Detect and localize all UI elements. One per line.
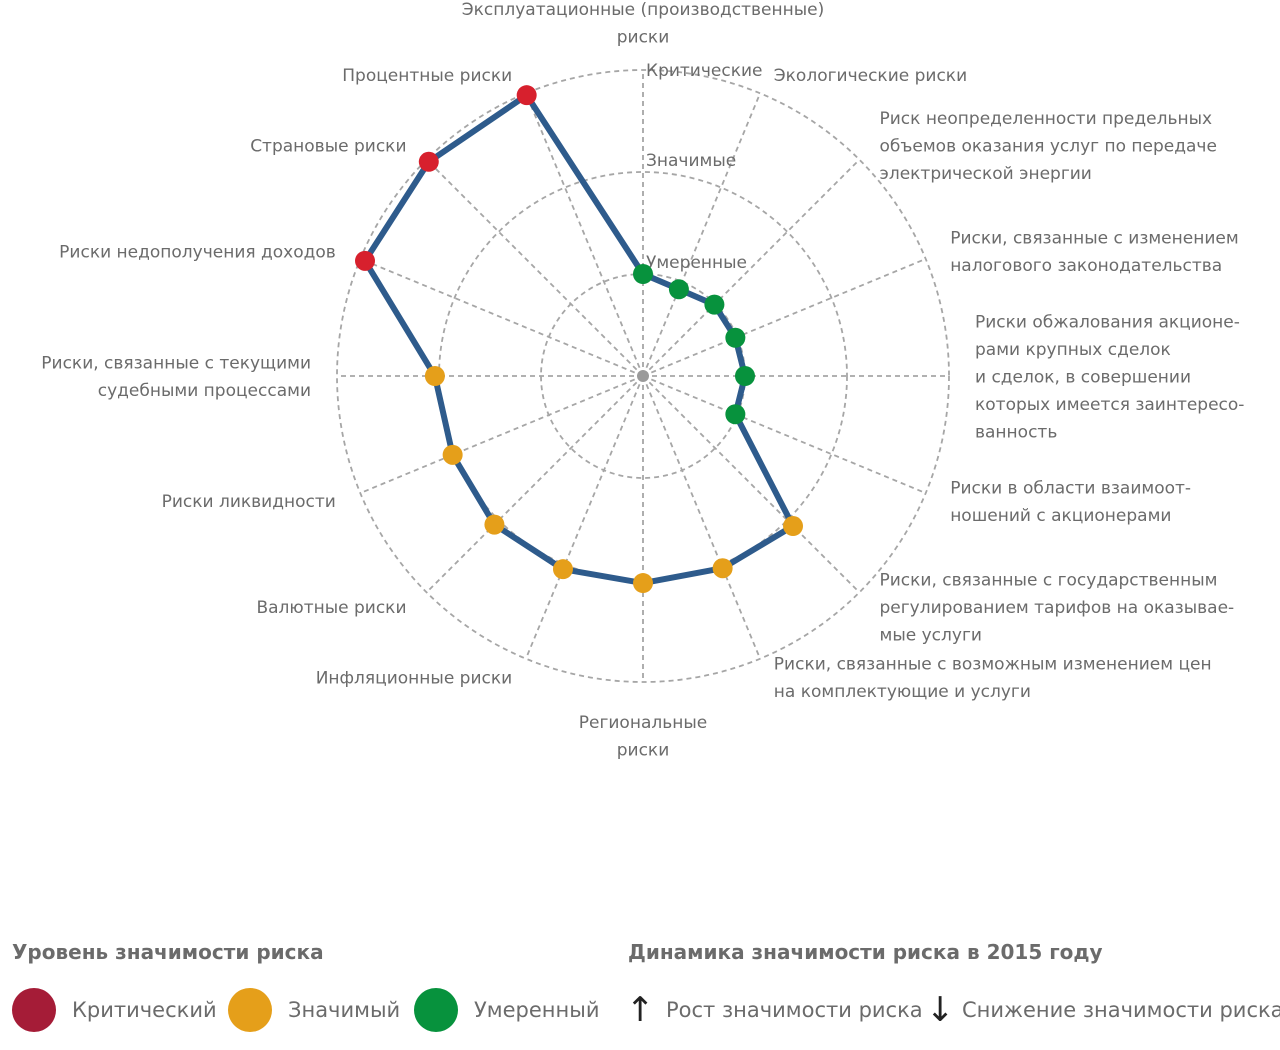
axis-label: регулированием тарифов на оказывае- bbox=[880, 598, 1235, 618]
axis-label: ношений с акционерами bbox=[950, 506, 1171, 526]
axis-label: Риски ликвидности bbox=[162, 492, 336, 512]
risk-point bbox=[355, 250, 376, 271]
grid-spoke bbox=[425, 158, 644, 377]
grid-ring bbox=[336, 69, 950, 683]
grid-spoke bbox=[359, 258, 644, 377]
axis-label: Инфляционные риски bbox=[316, 668, 513, 688]
legend-item-critical: Критический bbox=[12, 988, 217, 1032]
axis-label: налогового законодательства bbox=[950, 256, 1222, 276]
axis-label: Риски недополучения доходов bbox=[59, 243, 336, 263]
risk-point bbox=[712, 558, 733, 579]
legend-item-significant: Значимый bbox=[228, 988, 400, 1032]
legend-label-growth: Рост значимости риска bbox=[666, 998, 923, 1022]
axis-label: Процентные риски bbox=[342, 66, 512, 86]
risk-point bbox=[633, 264, 653, 284]
risk-point bbox=[668, 279, 689, 300]
axis-label: Риски, связанные с изменением bbox=[950, 229, 1238, 249]
axis-label: рами крупных сделок bbox=[975, 340, 1171, 360]
axis-label: Региональные bbox=[579, 713, 708, 733]
ring-label: Умеренные bbox=[646, 253, 747, 273]
axis-label: электрической энергии bbox=[880, 164, 1092, 184]
ring-label: Критические bbox=[646, 61, 763, 81]
axis-label: Риски, связанные с текущими bbox=[41, 354, 311, 374]
grid-spoke bbox=[642, 375, 761, 660]
axis-label: Риски в области взаимоот- bbox=[950, 478, 1191, 498]
risk-point bbox=[516, 85, 537, 106]
axis-labels: Эксплуатационные (производственные) риски… bbox=[41, 0, 1244, 761]
grid-spoke bbox=[525, 92, 644, 377]
axis-label: Экологические риски bbox=[774, 66, 967, 86]
axis-label: объемов оказания услуг по передаче bbox=[880, 137, 1217, 157]
risk-point bbox=[552, 559, 573, 580]
dynamics-legend-title: Динамика значимости риска в 2015 году bbox=[628, 940, 1103, 964]
risk-point bbox=[424, 366, 445, 386]
legend-item-moderate: Умеренный bbox=[414, 988, 600, 1032]
risk-point bbox=[783, 516, 804, 537]
grid-spoke bbox=[642, 92, 761, 377]
axis-label: на комплектующие и услуги bbox=[774, 682, 1031, 702]
grid-spoke bbox=[642, 258, 927, 377]
legend-label-critical: Критический bbox=[72, 998, 217, 1022]
grid-spoke bbox=[425, 375, 644, 594]
risk-point bbox=[633, 573, 653, 594]
risk-series bbox=[355, 85, 804, 594]
significant-swatch bbox=[228, 988, 272, 1032]
risk-point bbox=[484, 514, 505, 535]
arrow-up-icon: ↑ bbox=[626, 990, 655, 1030]
grid-spoke bbox=[642, 375, 927, 494]
axis-label: которых имеется заинтересо- bbox=[975, 395, 1244, 415]
level-legend-title: Уровень значимости риска bbox=[12, 940, 324, 964]
risk-point bbox=[735, 366, 755, 386]
ring-labels: Умеренные Значимые Критические bbox=[646, 61, 763, 273]
axis-label: и сделок, в совершении bbox=[975, 367, 1191, 387]
grid-spoke bbox=[642, 158, 861, 377]
grid-spoke bbox=[359, 375, 644, 494]
grid-spoke bbox=[525, 375, 644, 660]
axis-label: ванность bbox=[975, 422, 1057, 442]
axis-label: риски bbox=[617, 28, 670, 48]
axis-label: Риски, связанные с возможным изменением … bbox=[774, 655, 1212, 675]
axis-label: Риск неопределенности предельных bbox=[880, 109, 1213, 129]
axis-label: мые услуги bbox=[880, 625, 982, 645]
critical-swatch bbox=[12, 988, 56, 1032]
arrow-down-icon: ↓ bbox=[926, 990, 955, 1030]
risk-point bbox=[418, 151, 439, 172]
legend-item-growth: ↑ Рост значимости риска bbox=[626, 988, 923, 1032]
legend-label-significant: Значимый bbox=[288, 998, 401, 1022]
risk-point bbox=[725, 404, 746, 425]
legend-label-moderate: Умеренный bbox=[474, 998, 600, 1022]
moderate-swatch bbox=[414, 988, 458, 1032]
center-dot bbox=[637, 370, 649, 382]
legend-item-decline: ↓ Снижение значимости риска bbox=[926, 988, 1280, 1032]
ring-label: Значимые bbox=[646, 151, 736, 171]
axis-label: Риски обжалования акционе- bbox=[975, 312, 1240, 332]
axis-label: Страновые риски bbox=[250, 137, 406, 157]
risk-point bbox=[442, 444, 463, 465]
axis-label: Риски, связанные с государственным bbox=[880, 570, 1218, 590]
legend-label-decline: Снижение значимости риска bbox=[962, 998, 1280, 1022]
axis-label: Эксплуатационные (производственные) bbox=[462, 0, 824, 20]
risk-point bbox=[725, 327, 746, 348]
axis-label: судебными процессами bbox=[98, 381, 311, 401]
grid-spoke bbox=[642, 375, 861, 594]
axis-label: Валютные риски bbox=[256, 598, 406, 618]
radar-chart: Умеренные Значимые Критические Эксплуатаци… bbox=[41, 0, 1244, 761]
risk-point bbox=[704, 294, 725, 315]
axis-label: риски bbox=[617, 741, 670, 761]
